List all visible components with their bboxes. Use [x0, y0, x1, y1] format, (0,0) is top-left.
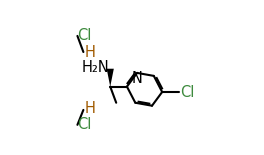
Text: Cl: Cl [77, 28, 92, 43]
Text: H: H [85, 101, 96, 116]
Text: H₂N: H₂N [81, 60, 109, 75]
Text: Cl: Cl [77, 117, 92, 132]
Polygon shape [107, 69, 114, 87]
Text: Cl: Cl [180, 84, 195, 100]
Text: N: N [132, 71, 143, 86]
Text: H: H [85, 45, 96, 60]
